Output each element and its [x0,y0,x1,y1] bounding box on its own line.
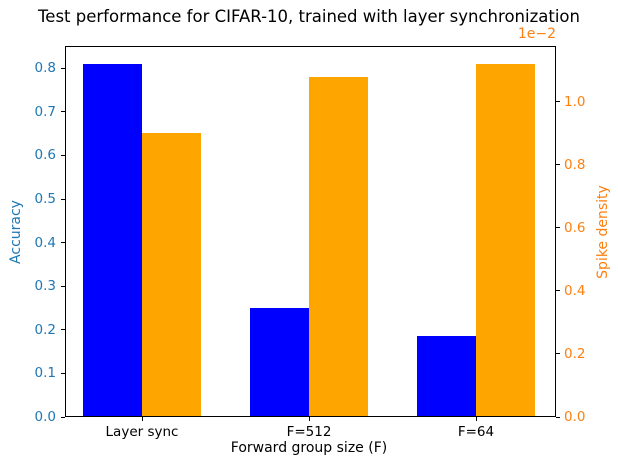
left-axis-tick-label: 0.2 [34,321,56,338]
left-axis-tick-label: 0.6 [34,147,56,164]
left-axis-tick [61,329,65,331]
right-axis-tick [556,101,560,103]
left-axis-tick [61,242,65,244]
left-axis-tick [61,416,65,418]
chart-title: Test performance for CIFAR-10, trained w… [38,7,580,26]
right-axis-tick [556,416,560,418]
bar-accuracy-f-64 [417,336,476,417]
right-axis-tick-label: 0.8 [564,156,586,173]
bar-accuracy-f-512 [250,308,309,417]
right-axis-tick-label: 0.0 [564,409,586,425]
left-axis-tick-label: 0.4 [34,234,56,251]
left-axis-label: Accuracy [8,200,24,264]
bar-accuracy-layer-sync [83,63,142,417]
right-axis-tick-label: 0.2 [564,345,586,362]
x-axis-tick-label-f-512: F=512 [286,424,332,440]
left-axis-tick-label: 0.7 [34,103,56,120]
x-axis-label: Forward group size (F) [230,440,388,456]
bar-spike-density-f-512 [309,76,368,417]
x-axis-tick [475,417,477,421]
left-axis-tick-label: 0.1 [34,365,56,382]
left-axis-tick [61,372,65,374]
left-axis-tick [61,154,65,156]
right-axis-tick-label: 0.4 [564,282,586,299]
offset-multiplier-label: 1e−2 [517,26,556,42]
left-axis-tick-label: 0.3 [34,278,56,295]
left-axis-tick-label: 0.8 [34,60,56,77]
x-axis-tick [308,417,310,421]
x-axis-tick-label-f-64: F=64 [457,424,495,440]
right-axis-tick-label: 1.0 [564,93,586,110]
left-axis-tick-label: 0.5 [34,191,56,208]
bar-spike-density-f-64 [476,63,535,417]
left-axis-tick-label: 0.0 [34,409,56,425]
right-axis-tick [556,227,560,229]
x-axis-tick-label-layer-sync: Layer sync [105,424,179,440]
x-axis-tick [141,417,143,421]
left-axis-tick [61,67,65,69]
bar-spike-density-layer-sync [142,133,201,417]
left-axis-tick [61,285,65,287]
right-axis-tick [556,353,560,355]
right-axis-tick [556,164,560,166]
left-axis-tick [61,111,65,113]
left-axis-tick [61,198,65,200]
right-axis-tick [556,290,560,292]
right-axis-tick-label: 0.6 [564,219,586,236]
